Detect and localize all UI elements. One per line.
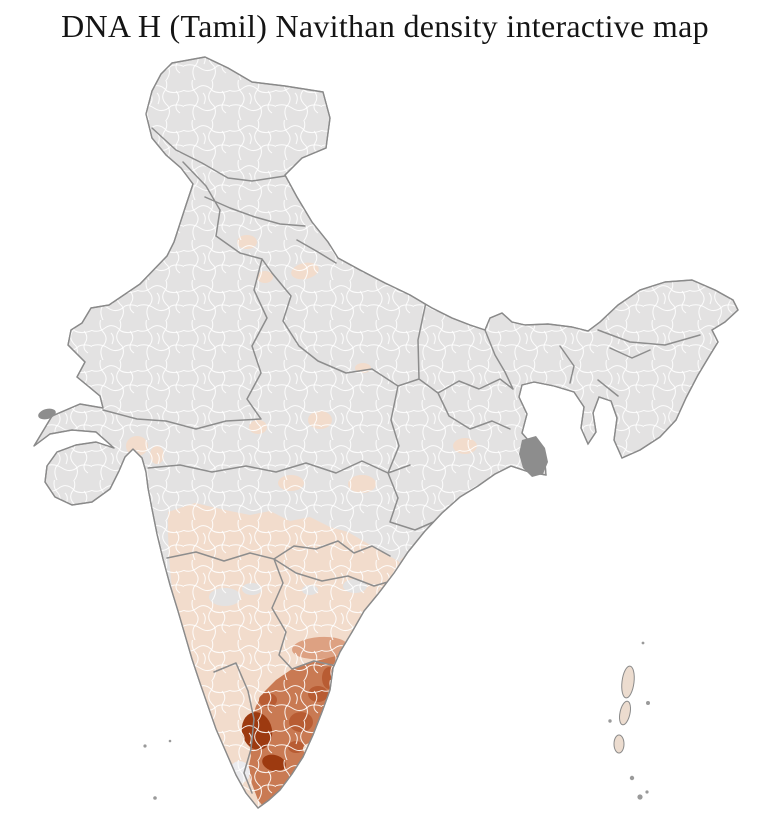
islet[interactable] [646, 701, 650, 705]
district-borders-texture [34, 57, 738, 808]
andaman-nicobar-islands[interactable] [608, 641, 650, 800]
state-borders [102, 127, 701, 794]
lakshadweep-islet[interactable] [153, 796, 157, 800]
lakshadweep-islet[interactable] [168, 739, 172, 743]
nicobar-islet[interactable] [637, 794, 643, 800]
map-title: DNA H (Tamil) Navithan density interacti… [61, 8, 709, 44]
district-low-pocket-tn[interactable] [320, 724, 332, 734]
rann-of-kutch-marsh[interactable] [37, 407, 57, 421]
lakshadweep-islands[interactable] [143, 739, 172, 800]
andaman-south-island[interactable] [613, 734, 625, 754]
andaman-north-island[interactable] [620, 665, 636, 699]
andaman-middle-island[interactable] [618, 700, 633, 726]
islet[interactable] [608, 719, 612, 723]
lakshadweep-islet[interactable] [143, 744, 147, 748]
nicobar-islet[interactable] [645, 790, 649, 794]
marsh-patches [37, 407, 548, 477]
islet[interactable] [641, 641, 645, 645]
nicobar-islet[interactable] [629, 775, 635, 781]
sundarbans-delta[interactable] [519, 436, 548, 477]
